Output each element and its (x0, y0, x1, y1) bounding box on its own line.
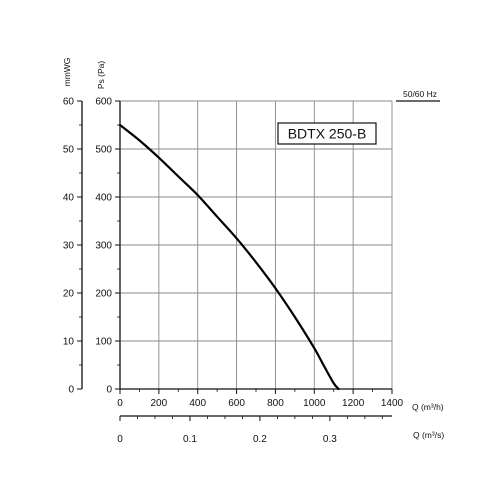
y-secondary-tick-label: 20 (63, 289, 75, 300)
x-tick-label: 800 (267, 398, 284, 409)
y-secondary-tick-label: 30 (63, 241, 75, 252)
y-tick-label: 500 (95, 145, 112, 156)
x-secondary-axis-title: Q (m³/s) (413, 430, 444, 440)
x-tick-label: 200 (151, 398, 168, 409)
x-secondary-tick-label: 0.2 (253, 434, 267, 445)
model-label: BDTX 250-B (288, 126, 367, 142)
grid-layer (119, 100, 393, 390)
axes-layer: 0 200 400 600 800 1000 1200 1400 0 100 200 300 400 50… (95, 97, 403, 410)
x-tick-label: 0 (117, 398, 123, 409)
y-secondary-axis-title: mmWG (62, 58, 72, 87)
y-tick-label: 200 (95, 289, 112, 300)
y-secondary-tick-label: 0 (68, 385, 74, 396)
y-secondary-tick-label: 40 (63, 193, 75, 204)
x-tick-label: 1000 (303, 398, 326, 409)
x-secondary-tick-label: 0.1 (183, 434, 197, 445)
fan-curve-line (118, 123, 340, 391)
curve-layer (118, 123, 340, 391)
x-primary-axis-title: Q (m³/h) (412, 402, 444, 412)
y-secondary-tick-label: 50 (63, 145, 75, 156)
y-secondary-tick-label: 60 (63, 97, 75, 108)
y-tick-label: 100 (95, 337, 112, 348)
x-tick-label: 1400 (381, 398, 404, 409)
y-tick-label: 0 (106, 385, 112, 396)
x-tick-label: 1200 (342, 398, 365, 409)
model-label-box (277, 122, 377, 145)
y-secondary-tick-label: 10 (63, 337, 75, 348)
y-tick-label: 600 (95, 97, 112, 108)
y-primary-axis-title: Ps (Pa) (96, 61, 106, 90)
x-tick-label: 600 (228, 398, 245, 409)
x-secondary-tick-label: 0 (117, 434, 123, 445)
y-tick-label: 300 (95, 241, 112, 252)
x-secondary-tick-label: 0.3 (323, 434, 337, 445)
x-tick-label: 400 (189, 398, 206, 409)
frequency-label: 50/60 Hz (403, 89, 437, 99)
y-tick-label: 400 (95, 193, 112, 204)
